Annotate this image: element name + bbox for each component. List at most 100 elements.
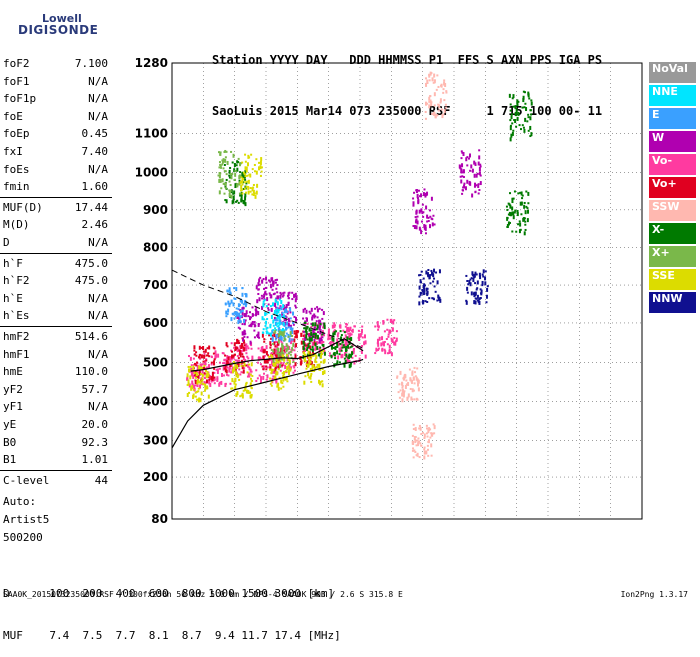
echo-point — [222, 167, 225, 170]
echo-point — [277, 363, 280, 366]
echo-point — [334, 346, 337, 351]
echo-point — [445, 91, 448, 94]
echo-point — [285, 308, 288, 313]
echo-point — [211, 371, 214, 376]
echo-point — [235, 394, 238, 397]
echo-point — [443, 79, 446, 82]
echo-point — [509, 103, 512, 106]
echo-point — [190, 386, 193, 391]
echo-point — [233, 287, 236, 290]
echo-point — [280, 351, 283, 356]
echo-point — [231, 350, 234, 353]
echo-point — [207, 394, 210, 399]
param-value: 475.0 — [74, 256, 108, 270]
echo-point — [389, 351, 392, 354]
echo-point — [310, 380, 313, 383]
echo-point — [246, 390, 249, 393]
echo-point — [277, 328, 280, 333]
echo-point — [229, 364, 232, 367]
echo-point — [308, 376, 311, 379]
echo-point — [227, 374, 230, 377]
echo-point — [412, 376, 415, 381]
echo-point — [309, 375, 312, 380]
echo-point — [239, 311, 242, 314]
param-row-fof1: foF1 N/A — [0, 73, 112, 91]
echo-point — [277, 352, 280, 355]
echo-point — [420, 281, 423, 284]
echo-point — [239, 310, 242, 313]
echo-point — [203, 376, 206, 379]
echo-point — [233, 353, 236, 356]
echo-point — [431, 434, 434, 437]
echo-point — [233, 380, 236, 385]
echo-point — [311, 348, 314, 353]
echo-point — [360, 332, 363, 335]
echo-point — [486, 285, 489, 288]
echo-point — [465, 274, 468, 277]
param-separator — [0, 326, 112, 327]
echo-point — [200, 366, 203, 371]
echo-point — [220, 380, 223, 385]
echo-point — [261, 350, 264, 353]
echo-point — [416, 193, 419, 198]
echo-point — [253, 192, 256, 195]
echo-point — [235, 374, 238, 377]
echo-point — [313, 326, 316, 331]
echo-point — [321, 308, 324, 311]
echo-point — [434, 290, 437, 293]
echo-point — [231, 366, 234, 369]
echo-point — [272, 375, 275, 378]
echo-point — [308, 351, 311, 356]
echo-point — [284, 376, 287, 381]
echo-point — [346, 336, 349, 341]
echo-point — [242, 389, 245, 392]
echo-point — [275, 354, 278, 359]
echo-point — [305, 363, 308, 366]
echo-point — [339, 342, 342, 345]
echo-point — [192, 365, 195, 370]
echo-point — [294, 336, 297, 339]
echo-point — [259, 363, 262, 366]
echo-point — [416, 197, 419, 200]
echo-point — [445, 106, 448, 109]
echo-point — [270, 368, 273, 373]
echo-point — [417, 379, 420, 384]
echo-point — [267, 359, 270, 362]
echo-point — [280, 335, 283, 340]
echo-point — [262, 365, 265, 370]
echo-point — [469, 181, 472, 186]
echo-point — [316, 316, 319, 319]
echo-point — [319, 368, 322, 371]
echo-point — [289, 342, 292, 345]
echo-point — [210, 361, 213, 364]
echo-point — [278, 314, 281, 319]
echo-point — [281, 364, 284, 367]
echo-point — [406, 396, 409, 399]
echo-point — [523, 106, 526, 109]
echo-point — [327, 338, 330, 341]
echo-point — [269, 294, 272, 297]
echo-point — [258, 356, 261, 361]
echo-point — [244, 178, 247, 181]
digisonde-logo: Lowell DIGISONDE — [4, 4, 98, 40]
echo-point — [303, 323, 306, 326]
echo-point — [238, 181, 241, 186]
echo-point — [251, 355, 254, 360]
echo-point — [435, 271, 438, 274]
y-tick-label: 400 — [143, 394, 168, 408]
echo-point — [526, 207, 529, 210]
echo-point — [276, 314, 279, 319]
echo-point — [274, 302, 277, 307]
echo-point — [338, 353, 341, 356]
echo-point — [330, 336, 333, 339]
echo-point — [460, 150, 463, 153]
echo-point — [310, 331, 313, 336]
echo-point — [360, 328, 363, 333]
echo-point — [249, 377, 252, 380]
echo-point — [244, 166, 247, 171]
echo-point — [288, 337, 291, 342]
echo-point — [231, 378, 234, 383]
echo-point — [358, 357, 361, 362]
echo-point — [262, 368, 265, 371]
echo-point — [230, 387, 233, 390]
